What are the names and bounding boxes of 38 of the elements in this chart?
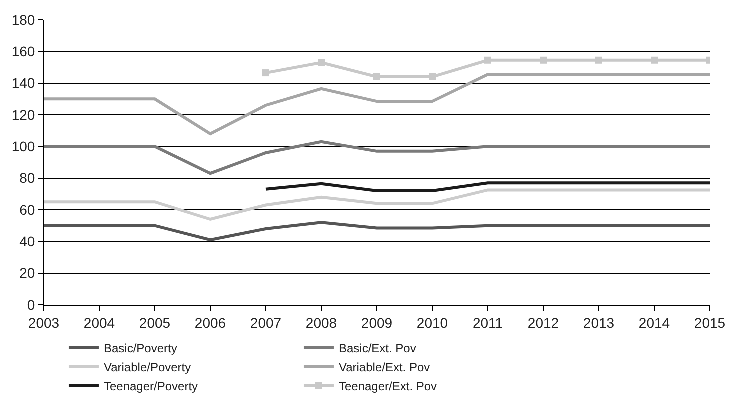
point [540, 56, 547, 64]
x-tick-label: 2009 [361, 314, 393, 331]
legend-label: Teenager/Poverty [104, 380, 198, 394]
x-tick-label: 2011 [472, 314, 504, 331]
y-tick-label: 80 [20, 170, 36, 186]
legend-label: Teenager/Ext. Pov [338, 380, 438, 394]
y-tick-label: 60 [20, 202, 36, 218]
point [262, 70, 270, 77]
x-tick-label: 2015 [694, 314, 726, 331]
x-tick-label: 2007 [250, 314, 282, 331]
x-tick-label: 2004 [84, 314, 116, 331]
y-tick-label: 40 [20, 234, 36, 250]
x-tick-label: 2012 [528, 314, 560, 331]
x-tick-label: 2014 [638, 314, 670, 331]
legend-label: Basic/Ext. Pov [338, 342, 416, 356]
y-tick-label: 20 [20, 265, 36, 282]
y-tick-label: 0 [27, 296, 36, 313]
y-tick-label: 140 [12, 75, 36, 92]
y-tick-label: 100 [12, 138, 36, 155]
line-series [264, 182, 710, 192]
x-tick-label: 2006 [194, 314, 226, 331]
legend-label: Basic/Poverty [104, 342, 178, 356]
legend-label: Variable/Ext. Pov [338, 360, 430, 375]
point [596, 56, 602, 64]
x-tick-label: 2005 [139, 314, 171, 331]
legend-label: Variable/Poverty [104, 360, 192, 375]
x-tick-label: 2003 [28, 314, 60, 331]
x-tick-label: 2010 [416, 314, 448, 331]
x-tick-label: 2008 [306, 314, 338, 331]
x-tick-label: 2013 [583, 314, 615, 331]
point [651, 56, 658, 64]
point [374, 74, 380, 80]
y-tick-label: 180 [12, 12, 36, 28]
point [484, 56, 492, 64]
point [429, 74, 436, 80]
point [318, 59, 325, 66]
y-tick-label: 160 [12, 44, 36, 60]
y-tick-label: 120 [12, 106, 36, 123]
